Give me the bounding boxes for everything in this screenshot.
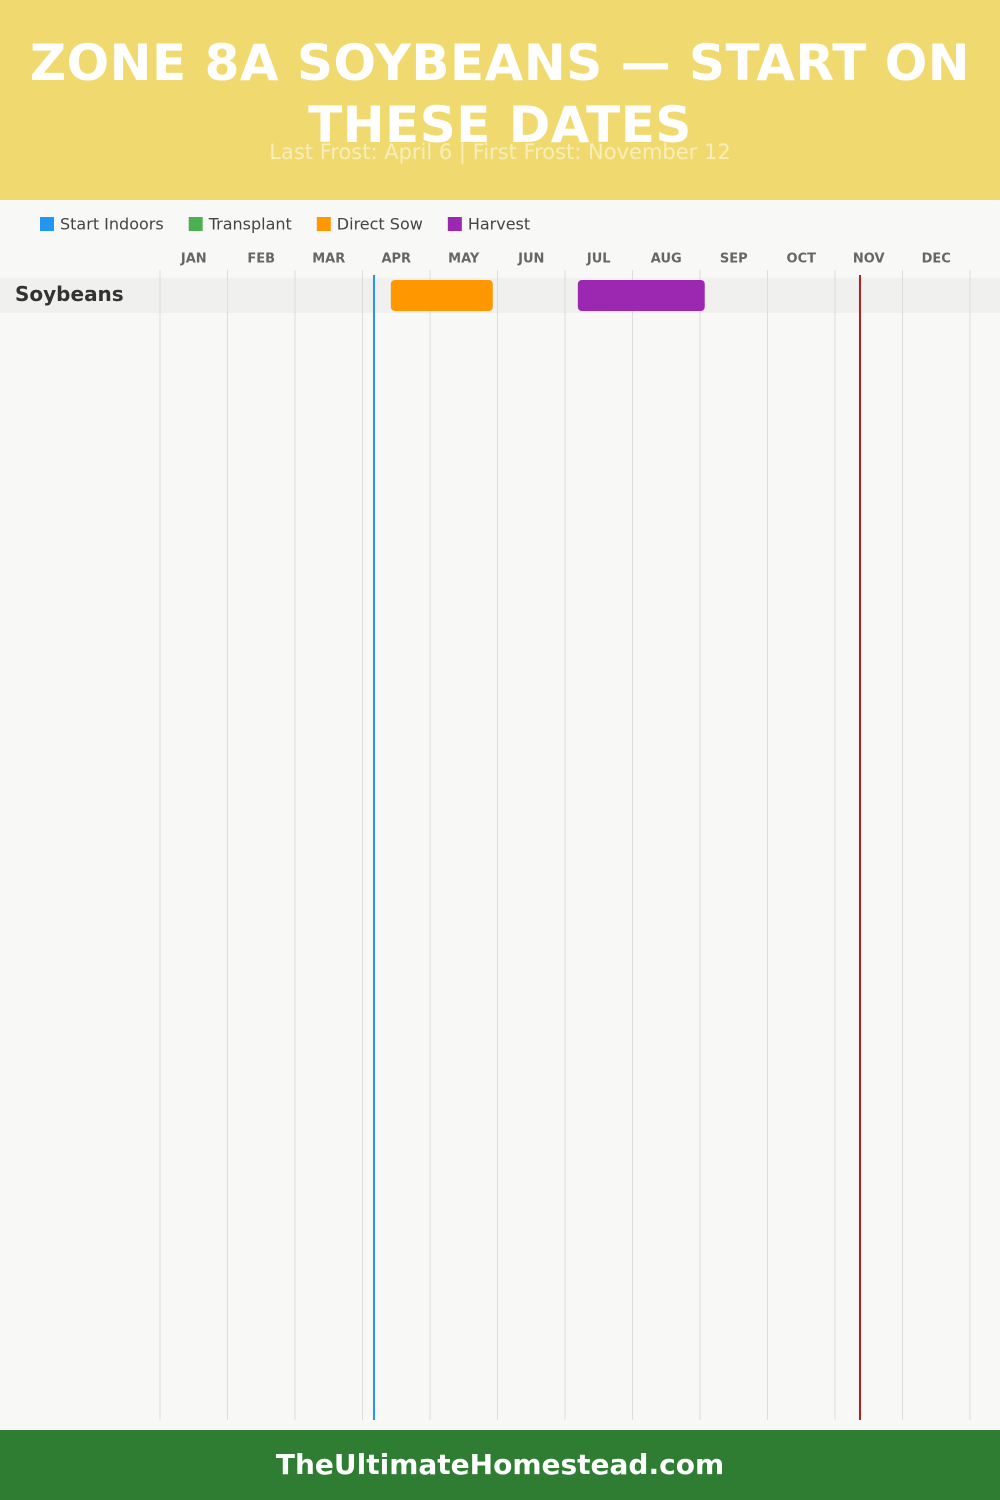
legend-swatch: [188, 217, 203, 231]
month-label: APR: [381, 252, 411, 267]
legend-label: Direct Sow: [337, 215, 423, 234]
row-label: Soybeans: [15, 282, 124, 306]
legend-swatch: [316, 217, 331, 231]
month-label: JUL: [586, 252, 611, 267]
task-bar: [577, 280, 705, 311]
row-bg: [0, 278, 1000, 313]
header: ZONE 8A SOYBEANS — START ON THESE DATES …: [0, 0, 1000, 200]
legend-label: Start Indoors: [60, 215, 164, 234]
month-label: AUG: [651, 252, 682, 267]
month-label: FEB: [247, 252, 275, 267]
month-label: MAY: [448, 252, 480, 267]
legend-label: Harvest: [468, 215, 530, 234]
chart: Start Indoors Transplant Direct Sow Harvest…: [0, 215, 1000, 1420]
month-label: OCT: [787, 252, 817, 267]
legend-label: Transplant: [208, 215, 292, 234]
month-label: DEC: [922, 252, 951, 267]
month-label: NOV: [853, 252, 885, 267]
legend-swatch: [447, 217, 462, 231]
footer: TheUltimateHomestead.com: [0, 1430, 1000, 1500]
month-label: SEP: [720, 252, 748, 267]
title: ZONE 8A SOYBEANS — START ON THESE DATES: [29, 34, 971, 154]
legend-swatch: [40, 217, 54, 231]
task-bar: [390, 280, 493, 311]
month-label: MAR: [312, 252, 345, 267]
month-label: JUN: [517, 252, 544, 267]
subtitle: Last Frost: April 6 | First Frost: Novem…: [269, 140, 731, 164]
month-label: JAN: [180, 252, 207, 267]
